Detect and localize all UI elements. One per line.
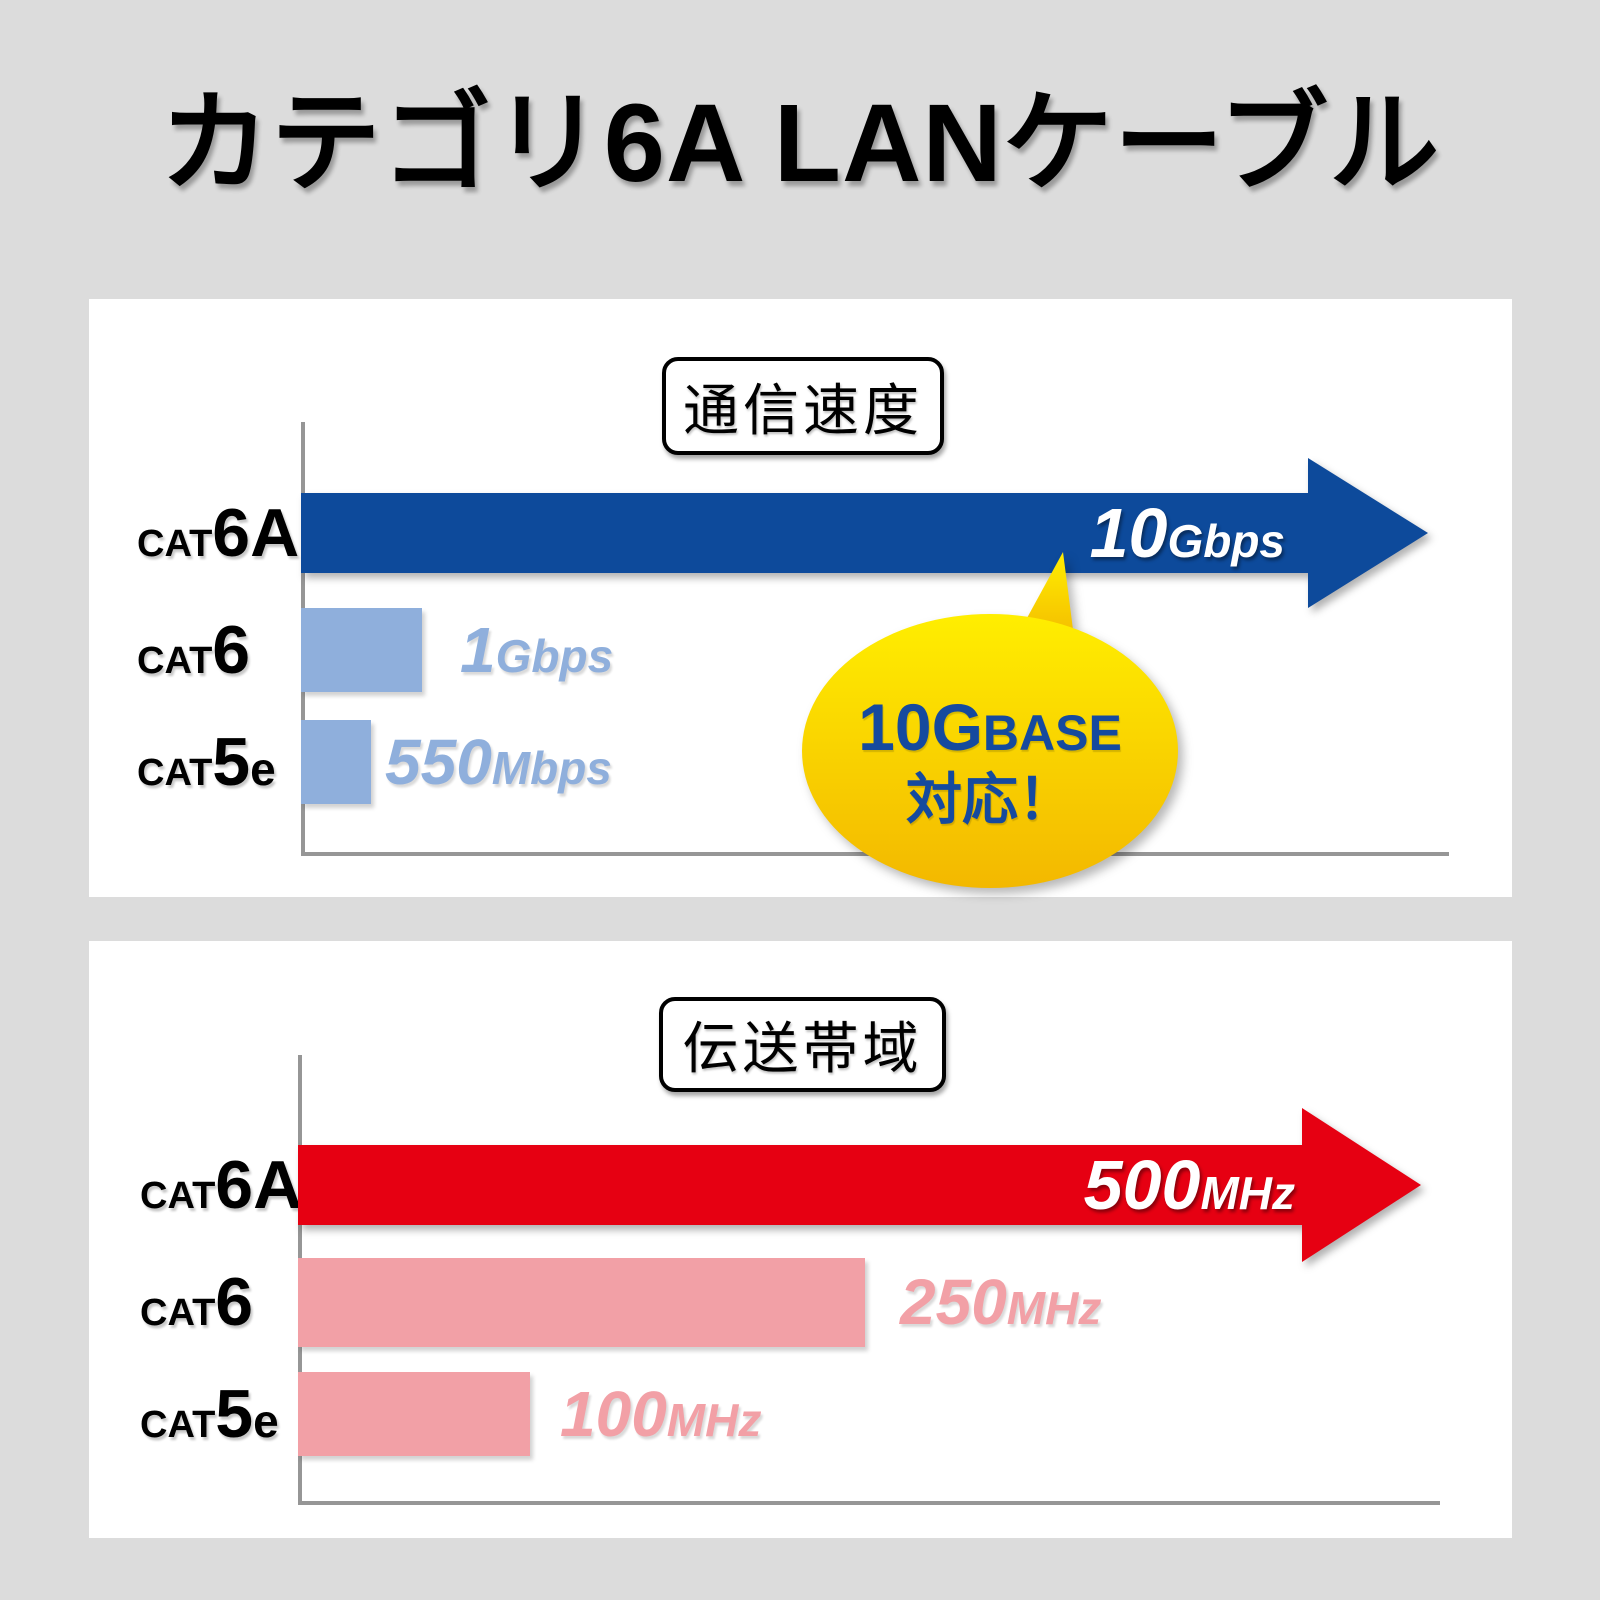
category-prefix: CAT <box>140 1404 216 1446</box>
bandwidth-arrow-cat6a <box>298 1108 1421 1262</box>
callout-line1: 10GBASE <box>795 691 1185 782</box>
value-unit: Gbps <box>1167 515 1285 567</box>
speed-category-label-cat6a: CAT6A <box>137 499 299 586</box>
callout-line1-small: BASE <box>982 705 1122 761</box>
category-main: 5 <box>212 724 251 800</box>
category-prefix: CAT <box>137 752 213 794</box>
bandwidth-value-cat5e: 100MHz <box>560 1382 761 1464</box>
bandwidth-chart-panel: 伝送帯域 CAT6A 500MHz CAT6 250MHz CAT5e 100M… <box>89 941 1512 1538</box>
category-main: 6 <box>212 612 251 688</box>
value-unit: Mbps <box>491 742 612 794</box>
category-prefix: CAT <box>140 1175 216 1217</box>
speed-value-cat6a: 10Gbps <box>589 497 1285 589</box>
value-unit: Gbps <box>495 630 614 682</box>
speed-bar-cat6 <box>301 608 422 692</box>
bandwidth-value-cat6: 250MHz <box>900 1270 1101 1352</box>
speed-value-cat5e: 550Mbps <box>385 730 612 812</box>
bandwidth-x-axis <box>298 1501 1440 1505</box>
category-prefix: CAT <box>137 523 213 565</box>
category-main: 5 <box>215 1376 254 1452</box>
speed-category-label-cat6: CAT6 <box>137 616 250 703</box>
arrow-body <box>301 493 1308 573</box>
bandwidth-category-label-cat6a: CAT6A <box>140 1151 302 1238</box>
value-number: 250 <box>900 1266 1007 1338</box>
speed-arrow-cat6a <box>301 458 1428 608</box>
bandwidth-bar-cat5e <box>298 1372 530 1456</box>
bandwidth-bar-cat6 <box>298 1258 865 1347</box>
value-number: 500 <box>1083 1146 1201 1224</box>
category-main: 6A <box>212 495 300 571</box>
bandwidth-category-label-cat5e: CAT5e <box>140 1380 279 1467</box>
speed-category-label-cat5e: CAT5e <box>137 728 276 815</box>
bandwidth-category-label-cat6: CAT6 <box>140 1268 253 1355</box>
arrow-head <box>1308 458 1428 608</box>
bandwidth-chart-title: 伝送帯域 <box>659 997 946 1092</box>
speech-bubble-shape <box>802 552 1178 888</box>
speed-value-cat6: 1Gbps <box>460 618 613 700</box>
value-number: 100 <box>560 1378 667 1450</box>
bandwidth-value-cat6a: 500MHz <box>589 1148 1295 1242</box>
callout-line2: 対応！ <box>906 768 1074 831</box>
category-prefix: CAT <box>137 640 213 682</box>
value-number: 10 <box>1089 494 1168 572</box>
value-number: 550 <box>385 726 492 798</box>
category-main: 6 <box>215 1264 254 1340</box>
arrow-body <box>298 1145 1302 1225</box>
category-suffix: e <box>250 743 276 795</box>
callout-line1-big: 10G <box>858 690 983 764</box>
arrow-head <box>1302 1108 1421 1262</box>
value-unit: MHz <box>666 1394 762 1446</box>
value-unit: MHz <box>1006 1282 1102 1334</box>
speed-chart-panel: 通信速度 CAT6A 10Gbps CAT6 1Gbps CAT5e 550Mb… <box>89 299 1512 897</box>
speed-chart-title: 通信速度 <box>662 357 944 455</box>
category-prefix: CAT <box>140 1292 216 1334</box>
category-suffix: e <box>253 1395 279 1447</box>
value-number: 1 <box>460 614 496 686</box>
category-main: 6A <box>215 1147 303 1223</box>
value-unit: MHz <box>1200 1167 1295 1219</box>
speed-bar-cat5e <box>301 720 371 804</box>
page-title: カテゴリ6A LANケーブル <box>159 82 1441 205</box>
